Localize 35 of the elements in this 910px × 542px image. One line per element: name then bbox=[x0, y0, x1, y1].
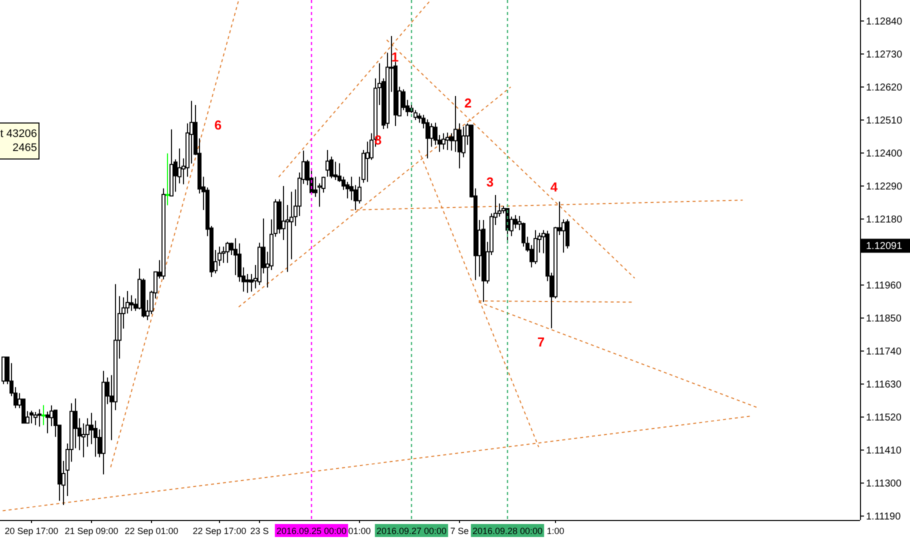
y-tick-label: 1.11960 bbox=[866, 280, 902, 292]
annotation: 1 bbox=[391, 50, 399, 65]
annotation: 2465 bbox=[12, 142, 37, 154]
y-tick-label: 1.12290 bbox=[866, 182, 903, 193]
x-tick-label: 2016.09.27 00:00 bbox=[376, 526, 447, 536]
x-tick-label: 23 S bbox=[250, 526, 269, 536]
y-tick-label: 1.12730 bbox=[866, 50, 903, 61]
annotation: 7 bbox=[537, 334, 545, 350]
annotation: 2 bbox=[464, 96, 472, 111]
x-tick-label: 2016.09.28 00:00 bbox=[472, 526, 543, 536]
x-tick-label: 21 Sep 09:00 bbox=[64, 526, 118, 536]
annotation: t 43206 bbox=[0, 128, 37, 140]
y-tick-label: 1.12840 bbox=[866, 16, 903, 28]
y-tick-label: 1.12510 bbox=[866, 116, 903, 127]
y-tick-label: 1.11520 bbox=[866, 412, 902, 424]
x-tick-label: 22 Sep 17:00 bbox=[192, 526, 246, 536]
y-tick-label: 1.12180 bbox=[866, 214, 903, 226]
x-tick-label: 1:00 bbox=[546, 526, 564, 536]
annotation: 6 bbox=[214, 118, 222, 133]
y-tick-label: 1.11630 bbox=[866, 380, 902, 391]
y-tick-label: 1.11300 bbox=[866, 478, 902, 490]
x-tick-label: 22 Sep 01:00 bbox=[124, 526, 178, 536]
y-tick-label: 1.11850 bbox=[866, 314, 902, 325]
y-tick-label: 1.12400 bbox=[866, 148, 903, 160]
x-tick-label: 2016.09.25 00:00 bbox=[276, 526, 347, 536]
y-tick-label: 1.11410 bbox=[866, 446, 902, 457]
x-tick-label: 20 Sep 17:00 bbox=[4, 526, 58, 536]
x-tick-label: 01:00 bbox=[348, 526, 371, 536]
annotation: 4 bbox=[550, 180, 558, 195]
y-tick-label: 1.11740 bbox=[866, 346, 902, 358]
annotation: 3 bbox=[486, 174, 494, 190]
y-tick-label: 1.11190 bbox=[866, 512, 902, 523]
text: 1.12091 bbox=[866, 241, 903, 252]
x-tick-label: 7 Se bbox=[450, 526, 469, 536]
y-tick-label: 1.12620 bbox=[866, 82, 903, 94]
